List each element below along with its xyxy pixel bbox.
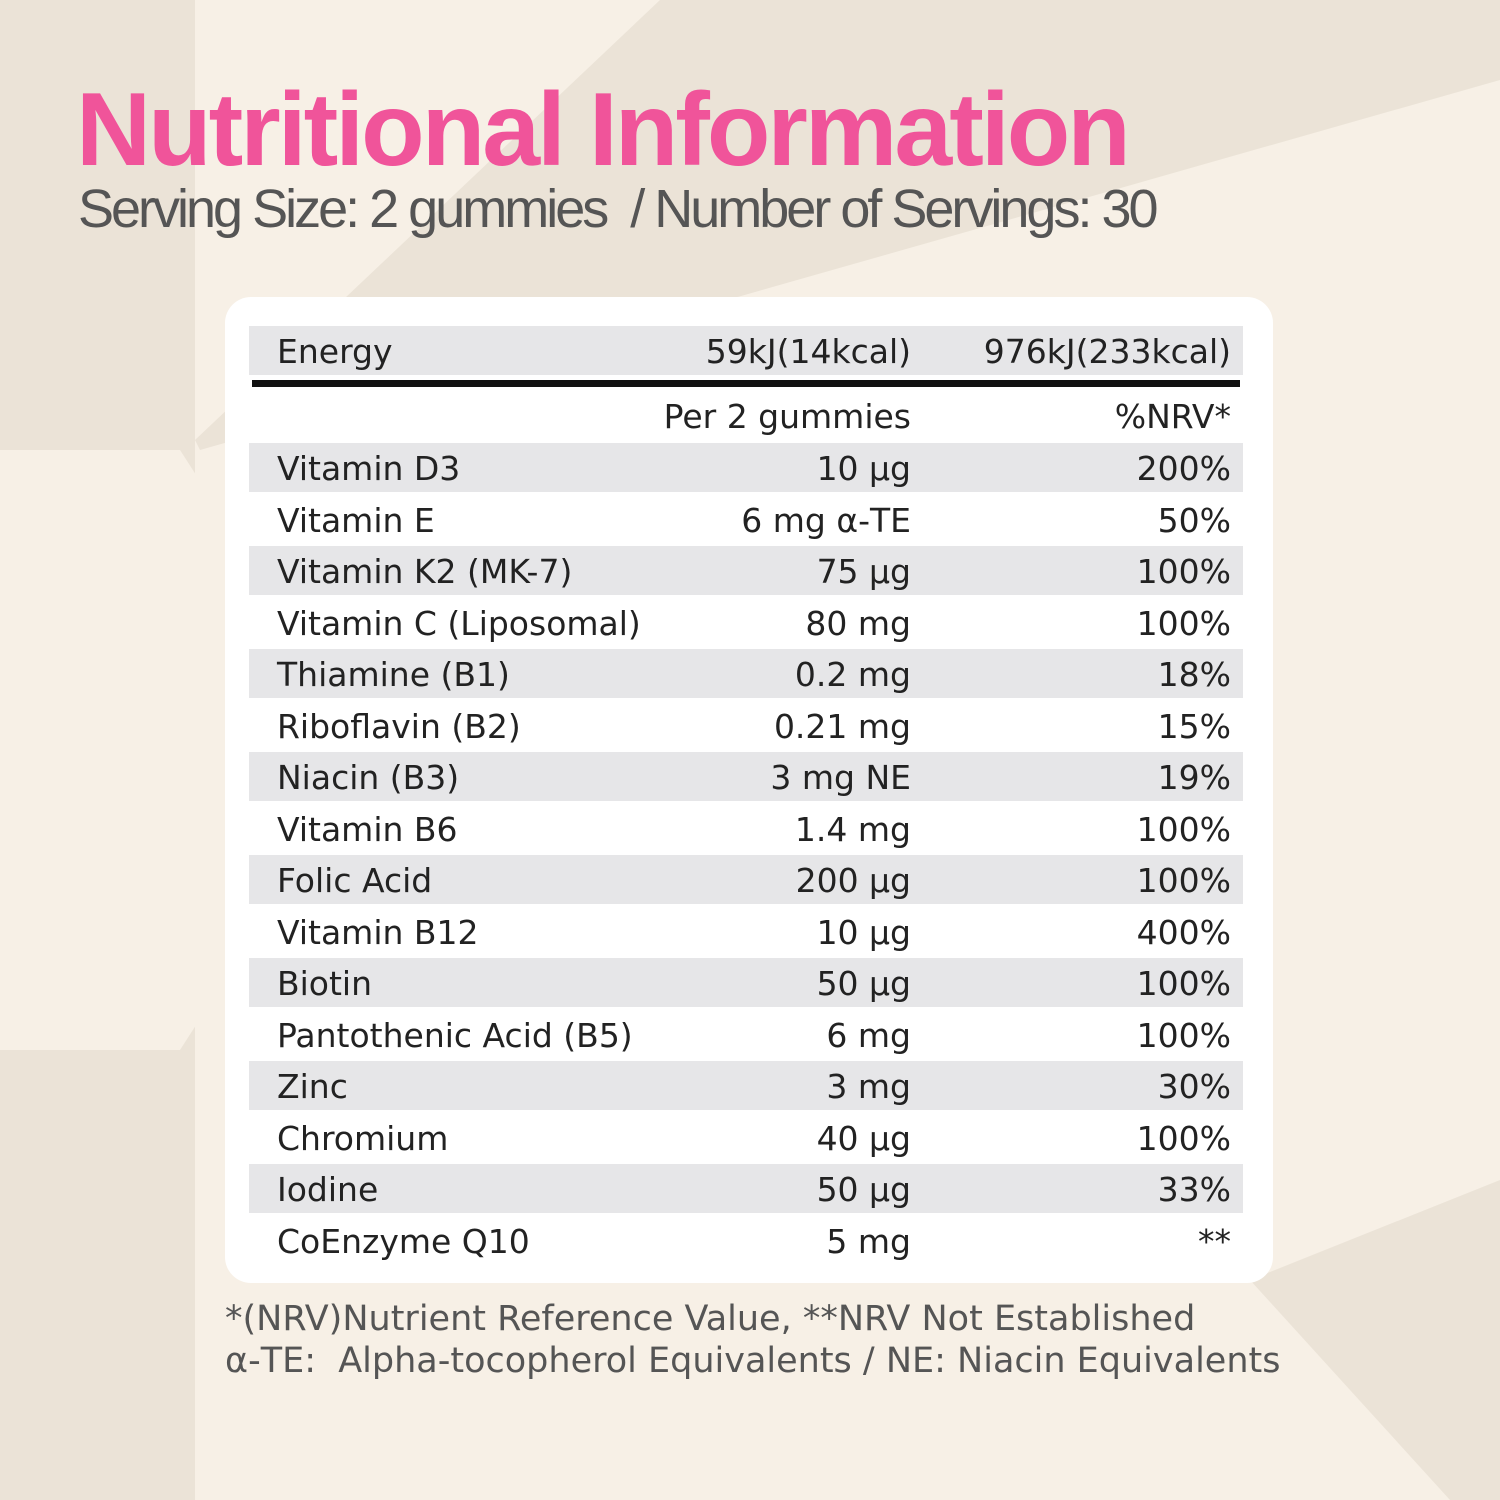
- table-row: Vitamin D3 10 µg 200%: [249, 443, 1243, 492]
- nutrient-name: Folic Acid: [277, 861, 433, 900]
- table-row: Vitamin K2 (MK-7) 75 µg 100%: [249, 546, 1243, 595]
- energy-row: Energy 59kJ(14kcal) 976kJ(233kcal): [249, 326, 1243, 375]
- nutrient-amount: 10 µg: [816, 449, 911, 488]
- nutrition-table: Energy 59kJ(14kcal) 976kJ(233kcal) Per 2…: [225, 297, 1273, 1283]
- nutrient-name: Iodine: [277, 1170, 379, 1209]
- nutrient-nrv: 19%: [1157, 758, 1231, 797]
- nutrient-name: Niacin (B3): [277, 758, 460, 797]
- table-row: Thiamine (B1) 0.2 mg 18%: [249, 649, 1243, 698]
- nutrient-name: Vitamin K2 (MK-7): [277, 552, 573, 591]
- nutrient-amount: 0.2 mg: [794, 655, 911, 694]
- nutrient-name: Vitamin B6: [277, 809, 458, 849]
- nutrient-nrv: 200%: [1136, 449, 1231, 488]
- nutrient-name: Chromium: [277, 1118, 449, 1158]
- nutrient-name: Pantothenic Acid (B5): [277, 1015, 633, 1055]
- amount-header: Per 2 gummies: [663, 397, 911, 436]
- nutrient-nrv: 50%: [1157, 500, 1231, 540]
- page-title: Nutritional Information: [76, 72, 1131, 188]
- nutrient-name: Vitamin E: [277, 500, 435, 540]
- nutrient-nrv: 100%: [1136, 1118, 1231, 1158]
- nutrient-amount: 5 mg: [826, 1221, 911, 1261]
- nutrient-nrv: **: [1198, 1221, 1231, 1261]
- table-row: Riboflavin (B2) 0.21 mg 15%: [249, 701, 1243, 750]
- nutrient-nrv: 15%: [1157, 706, 1231, 746]
- nutrient-nrv: 100%: [1136, 964, 1231, 1003]
- nutrient-nrv: 100%: [1136, 552, 1231, 591]
- serving-info: Serving Size: 2 gummies / Number of Serv…: [78, 179, 1159, 239]
- table-row: Vitamin B12 10 µg 400%: [249, 907, 1243, 956]
- table-row: CoEnzyme Q10 5 mg **: [249, 1216, 1243, 1265]
- table-row: Pantothenic Acid (B5) 6 mg 100%: [249, 1010, 1243, 1059]
- nutrient-nrv: 30%: [1157, 1067, 1231, 1106]
- nutrient-amount: 1.4 mg: [794, 809, 911, 849]
- nutrient-nrv: 100%: [1136, 603, 1231, 643]
- footnote-nrv: *(NRV)Nutrient Reference Value, **NRV No…: [225, 1299, 1196, 1339]
- table-row: Vitamin B6 1.4 mg 100%: [249, 804, 1243, 853]
- nutrient-nrv: 18%: [1157, 655, 1231, 694]
- nutrient-name: Biotin: [277, 964, 373, 1003]
- nutrient-amount: 50 µg: [816, 964, 911, 1003]
- column-header-row: Per 2 gummies %NRV*: [249, 391, 1243, 440]
- nrv-header: %NRV*: [1114, 397, 1231, 436]
- nutrient-amount: 75 µg: [816, 552, 911, 591]
- nutrient-name: CoEnzyme Q10: [277, 1221, 530, 1261]
- nutrient-nrv: 100%: [1136, 809, 1231, 849]
- table-row: Niacin (B3) 3 mg NE 19%: [249, 752, 1243, 801]
- nutrient-amount: 200 µg: [795, 861, 911, 900]
- nutrient-name: Riboflavin (B2): [277, 706, 521, 746]
- nutrient-name: Thiamine (B1): [277, 655, 510, 694]
- nutrient-amount: 0.21 mg: [773, 706, 911, 746]
- energy-label: Energy: [277, 332, 393, 371]
- footnotes: *(NRV)Nutrient Reference Value, **NRV No…: [225, 1298, 1280, 1382]
- nutrient-amount: 10 µg: [816, 912, 911, 952]
- table-row: Folic Acid 200 µg 100%: [249, 855, 1243, 904]
- nutrient-nrv: 100%: [1136, 1015, 1231, 1055]
- nutrient-amount: 6 mg α-TE: [741, 500, 911, 540]
- nutrient-nrv: 400%: [1136, 912, 1231, 952]
- nutrient-amount: 3 mg: [826, 1067, 911, 1106]
- table-row: Vitamin E 6 mg α-TE 50%: [249, 495, 1243, 544]
- nutrient-amount: 3 mg NE: [770, 758, 911, 797]
- divider: [252, 380, 1240, 387]
- energy-per-serving: 59kJ(14kcal): [705, 332, 911, 371]
- energy-total: 976kJ(233kcal): [983, 332, 1231, 371]
- nutrient-amount: 6 mg: [826, 1015, 911, 1055]
- table-row: Vitamin C (Liposomal) 80 mg 100%: [249, 598, 1243, 647]
- footnote-equivalents: α-TE: Alpha-tocopherol Equivalents / NE:…: [225, 1341, 1281, 1381]
- nutrient-amount: 50 µg: [816, 1170, 911, 1209]
- nutrient-amount: 80 mg: [805, 603, 911, 643]
- nutrient-nrv: 100%: [1136, 861, 1231, 900]
- nutrient-name: Vitamin B12: [277, 912, 479, 952]
- table-row: Chromium 40 µg 100%: [249, 1113, 1243, 1162]
- table-row: Biotin 50 µg 100%: [249, 958, 1243, 1007]
- nutrient-name: Vitamin C (Liposomal): [277, 603, 641, 643]
- table-row: Zinc 3 mg 30%: [249, 1061, 1243, 1110]
- nutrient-name: Vitamin D3: [277, 449, 461, 488]
- nutrient-name: Zinc: [277, 1067, 348, 1106]
- nutrient-amount: 40 µg: [816, 1118, 911, 1158]
- nutrient-nrv: 33%: [1157, 1170, 1231, 1209]
- table-row: Iodine 50 µg 33%: [249, 1164, 1243, 1213]
